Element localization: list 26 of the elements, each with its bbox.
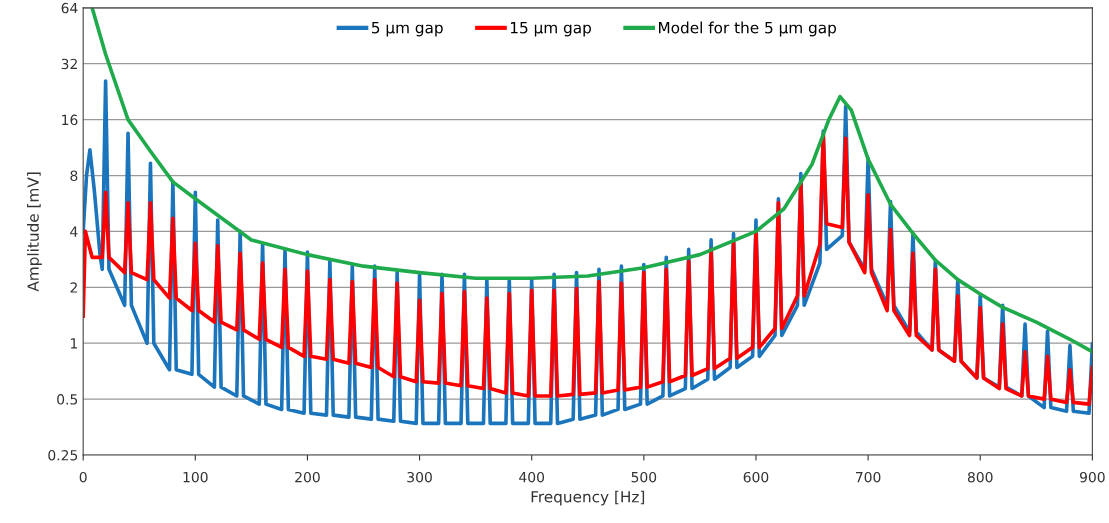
y-tick-label: 32 [61,58,77,70]
y-tick-label: 1 [71,338,78,349]
x-axis-title: Frequency [Hz] [531,490,645,506]
legend-label: 15 µm gap [510,22,591,37]
legend-label: Model for the 5 µm gap [659,21,836,37]
y-tick-label: 0.25 [48,449,78,461]
line-series [83,133,1093,406]
y-tick-label: 4 [70,226,78,237]
x-tick-label: 500 [631,471,657,483]
y-tick-label: 64 [61,2,78,14]
x-tick-label: 800 [967,471,993,483]
x-tick-label: 200 [295,471,320,483]
x-tick-label: 700 [855,471,881,483]
y-tick-label: 2 [70,282,77,293]
x-tick-label: 300 [407,471,432,483]
y-axis-title: Amplitude [mV] [27,172,42,292]
x-tick-label: 900 [1079,471,1105,483]
y-tick-label: 8 [70,170,78,182]
x-tick-label: 600 [743,471,769,483]
x-tick-label: 100 [183,471,208,483]
line-series [90,7,1093,354]
y-tick-label: 0.5 [57,394,78,405]
x-tick-label: 400 [519,471,545,483]
legend-label: 5 µm gap [371,22,443,37]
x-tick-label: 0 [79,471,87,483]
y-tick-label: 16 [62,114,78,126]
